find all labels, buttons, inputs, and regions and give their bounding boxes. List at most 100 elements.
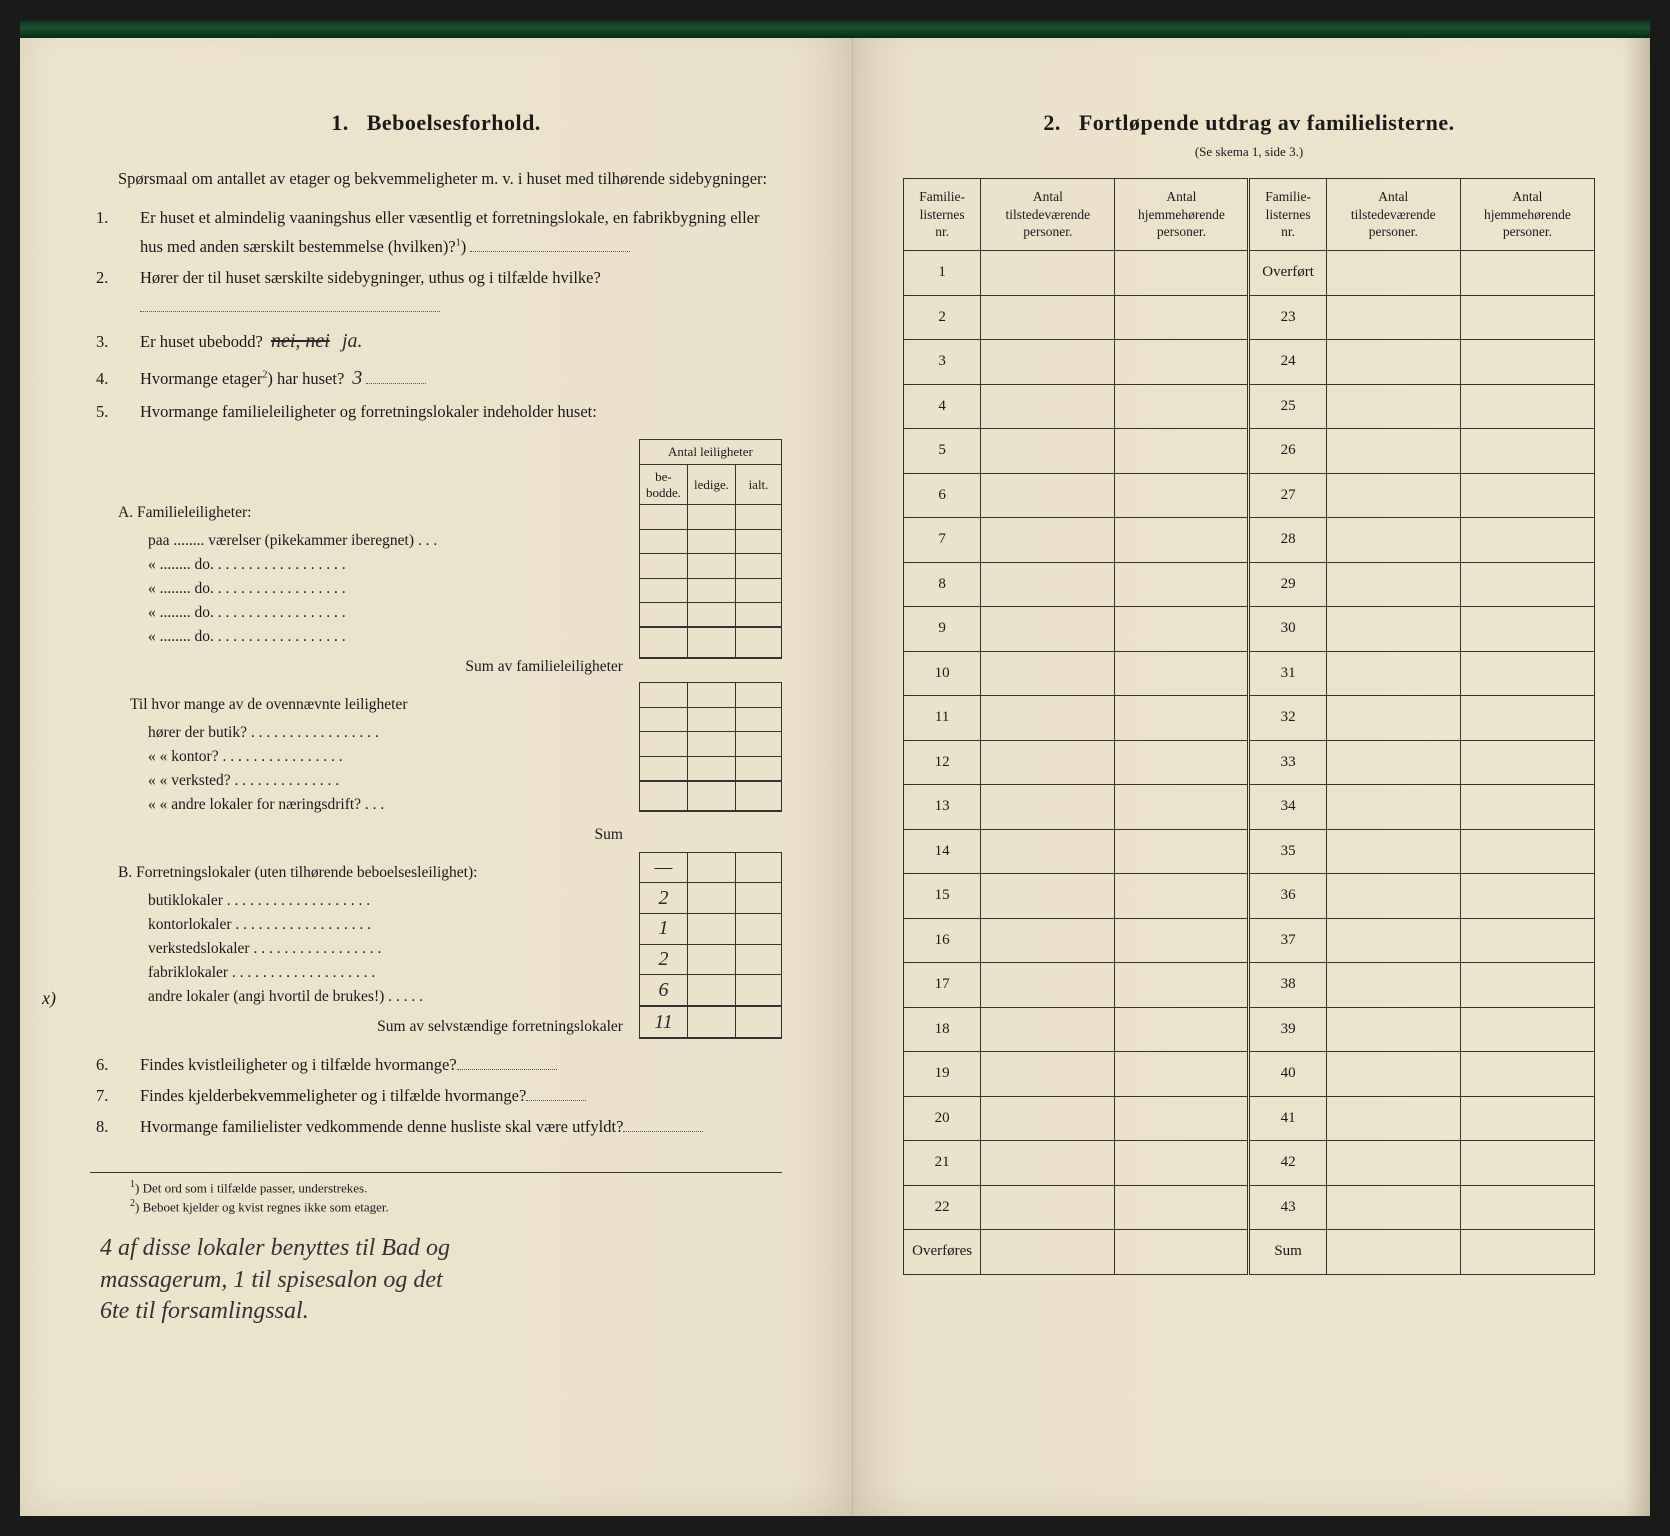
row-home-right	[1460, 874, 1594, 919]
row-home-right	[1460, 918, 1594, 963]
row-present-right	[1326, 1185, 1460, 1230]
row-nr-right: Sum	[1249, 1230, 1326, 1275]
q5-block: A. Familieleiligheter: paa ........ være…	[90, 433, 782, 1039]
mid-line3: « « kontor? . . . . . . . . . . . . . . …	[90, 745, 629, 769]
row-present-right	[1326, 518, 1460, 563]
row-present-left	[981, 562, 1115, 607]
row-home-left	[1115, 785, 1249, 830]
q7-text: Findes kjelderbekvemmeligheter og i tilf…	[140, 1086, 526, 1105]
row-home-left	[1115, 1007, 1249, 1052]
q4-answer: 3	[348, 367, 366, 389]
fh6: Antal hjemmehørende personer.	[1460, 179, 1594, 251]
mid-line2: hører der butik? . . . . . . . . . . . .…	[90, 721, 629, 745]
row-present-right	[1326, 340, 1460, 385]
footnote-2: 2) Beboet kjelder og kvist regnes ikke s…	[130, 1198, 782, 1215]
row-nr-left: 19	[904, 1052, 981, 1097]
row-present-left	[981, 607, 1115, 652]
row-home-left	[1115, 384, 1249, 429]
section-2-heading: Fortløpende utdrag av familielisterne.	[1079, 110, 1455, 135]
row-present-right	[1326, 696, 1460, 741]
row-nr-right: 25	[1249, 384, 1326, 429]
section-1-heading: Beboelsesforhold.	[367, 110, 541, 135]
row-home-right	[1460, 963, 1594, 1008]
table-row: 2142	[904, 1141, 1595, 1186]
row-present-left	[981, 251, 1115, 296]
row-present-left	[981, 384, 1115, 429]
table-row: 728	[904, 518, 1595, 563]
row-present-left	[981, 1052, 1115, 1097]
row-nr-right: 32	[1249, 696, 1326, 741]
mid-label: Til hvor mange av de ovennævnte leilighe…	[90, 693, 629, 717]
q5-descriptions: A. Familieleiligheter: paa ........ være…	[90, 433, 639, 1039]
row-nr-right: 33	[1249, 740, 1326, 785]
row-nr-right: 37	[1249, 918, 1326, 963]
section-2-number: 2.	[1043, 110, 1061, 135]
row-nr-left: 12	[904, 740, 981, 785]
row-home-right	[1460, 1052, 1594, 1097]
row-present-right	[1326, 1096, 1460, 1141]
row-nr-left: 11	[904, 696, 981, 741]
row-home-right	[1460, 1096, 1594, 1141]
q7-blank	[526, 1100, 586, 1101]
row-nr-right: Overført	[1249, 251, 1326, 296]
row-home-left	[1115, 1185, 1249, 1230]
section-2-subtitle: (Se skema 1, side 3.)	[903, 144, 1595, 160]
hand-line2: massagerum, 1 til spisesalon og det	[100, 1265, 782, 1296]
row-home-right	[1460, 696, 1594, 741]
table-row: 2243	[904, 1185, 1595, 1230]
row-home-left	[1115, 1141, 1249, 1186]
intro-text: Spørsmaal om antallet av etager og bekve…	[90, 166, 782, 192]
table-row: 1334	[904, 785, 1595, 830]
page-spread: 1. Beboelsesforhold. Spørsmaal om antall…	[20, 20, 1650, 1516]
q3-text: Er huset ubebodd?	[140, 332, 263, 351]
sec-a-line1: paa ........ værelser (pikekammer ibereg…	[90, 529, 629, 553]
table-row: 1031	[904, 651, 1595, 696]
q4-text-b: ) har huset?	[267, 369, 344, 388]
section-1-title: 1. Beboelsesforhold.	[90, 110, 782, 136]
sec-b-line4: fabriklokaler . . . . . . . . . . . . . …	[90, 961, 629, 985]
b-val1: —	[639, 852, 687, 883]
family-tbody: 1Overført2233244255266277288299301031113…	[904, 251, 1595, 1275]
q4-blank	[366, 383, 426, 384]
question-4: 4.Hvormange etager2) har huset? 3	[118, 361, 782, 396]
sec-a-sum: Sum av familieleiligheter	[90, 655, 629, 679]
row-present-left	[981, 785, 1115, 830]
row-present-right	[1326, 473, 1460, 518]
question-7: 7.Findes kjelderbekvemmeligheter og i ti…	[118, 1082, 782, 1111]
table-row: 1435	[904, 829, 1595, 874]
row-home-left	[1115, 918, 1249, 963]
b-val5: 6	[639, 975, 687, 1006]
row-nr-right: 28	[1249, 518, 1326, 563]
sec-b-line2: kontorlokaler . . . . . . . . . . . . . …	[90, 913, 629, 937]
q3-struck: nei, nei	[267, 330, 334, 352]
row-nr-left: 22	[904, 1185, 981, 1230]
q1-text: Er huset et almindelig vaaningshus eller…	[140, 208, 760, 256]
row-home-right	[1460, 1141, 1594, 1186]
row-present-left	[981, 696, 1115, 741]
row-home-right	[1460, 829, 1594, 874]
row-home-right	[1460, 384, 1594, 429]
row-nr-right: 36	[1249, 874, 1326, 919]
row-home-right	[1460, 429, 1594, 474]
row-home-left	[1115, 340, 1249, 385]
apartment-table: Antal leiligheter be- bodde. ledige. ial…	[639, 439, 782, 1039]
row-present-left	[981, 1141, 1115, 1186]
row-present-left	[981, 918, 1115, 963]
q4-text-a: Hvormange etager	[140, 369, 262, 388]
hand-line3: 6te til forsamlingssal.	[100, 1296, 782, 1327]
row-home-left	[1115, 473, 1249, 518]
row-nr-left: 13	[904, 785, 981, 830]
table-row: 526	[904, 429, 1595, 474]
row-present-right	[1326, 1007, 1460, 1052]
row-nr-right: 31	[1249, 651, 1326, 696]
row-nr-right: 29	[1249, 562, 1326, 607]
q1-blank	[470, 251, 630, 252]
row-home-right	[1460, 1230, 1594, 1275]
row-home-left	[1115, 518, 1249, 563]
q2-num: 2.	[118, 264, 140, 293]
row-home-left	[1115, 874, 1249, 919]
row-nr-left: 4	[904, 384, 981, 429]
row-home-left	[1115, 429, 1249, 474]
fn2-text: ) Beboet kjelder og kvist regnes ikke so…	[135, 1199, 389, 1214]
q1-num: 1.	[118, 204, 140, 233]
